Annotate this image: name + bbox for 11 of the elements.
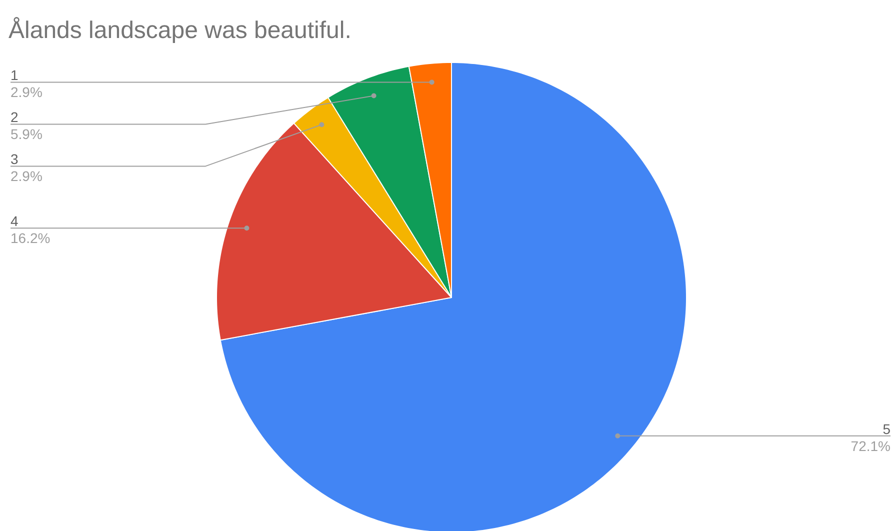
slice-label: 5 — [882, 420, 891, 437]
slice-label: 4 — [10, 213, 18, 230]
slice-label: 1 — [10, 67, 18, 84]
data-label: 16.2% — [10, 230, 50, 246]
data-label: 5.9% — [10, 126, 42, 142]
data-label: 72.1% — [850, 438, 891, 454]
chart-title: Ålands landscape was beautiful. — [8, 17, 352, 44]
data-label: 2.9% — [10, 168, 42, 184]
slice-label: 2 — [10, 109, 18, 126]
slice-label: 3 — [10, 151, 18, 168]
data-label: 2.9% — [10, 84, 42, 100]
